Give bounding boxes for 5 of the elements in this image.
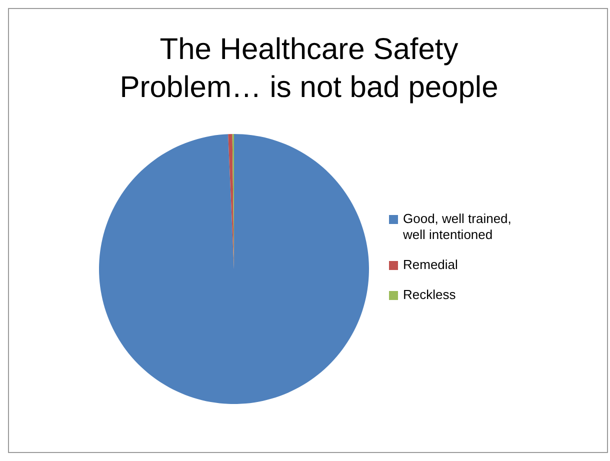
pie-slice bbox=[99, 134, 369, 404]
chart-title: The Healthcare Safety Problem… is not bad people bbox=[118, 32, 500, 106]
legend-label: Remedial bbox=[403, 257, 458, 273]
legend-label: Reckless bbox=[403, 287, 456, 303]
legend-label: Good, well trained, well intentioned bbox=[403, 211, 512, 243]
